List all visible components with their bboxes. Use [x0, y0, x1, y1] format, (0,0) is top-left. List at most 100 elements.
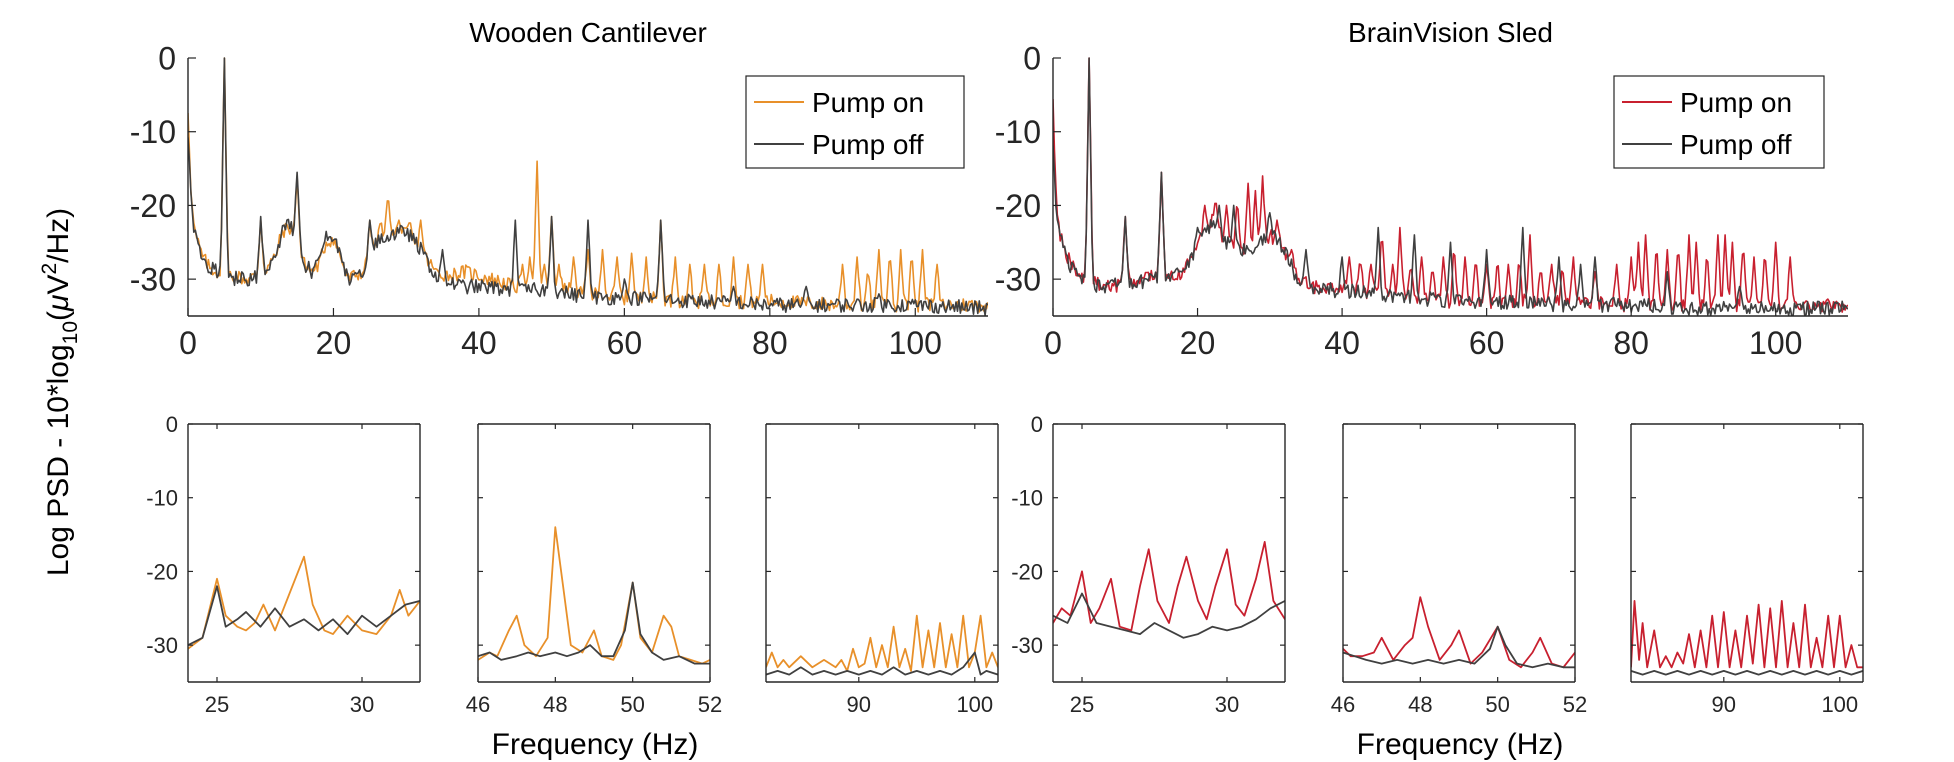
ylabel-open-paren: (: [42, 311, 75, 321]
x-tick-label: 0: [1044, 325, 1062, 361]
y-tick-label: -20: [1011, 559, 1043, 584]
x-tick-label: 52: [698, 692, 722, 717]
y-tick-label: 0: [1023, 41, 1041, 77]
ylabel-mu: μ: [42, 295, 75, 312]
series-line-pump-off: [1631, 670, 1863, 676]
series-group: [766, 614, 998, 676]
legend: Pump on Pump off: [745, 75, 965, 169]
legend: Pump on Pump off: [1613, 75, 1825, 169]
x-tick-label: 60: [1469, 325, 1505, 361]
legend-label: Pump on: [1680, 87, 1792, 118]
plot-area: [766, 424, 998, 682]
x-tick-label: 80: [752, 325, 788, 361]
y-tick-label: -30: [146, 633, 178, 658]
x-tick-label: 50: [1485, 692, 1509, 717]
series-line-pump-off: [1053, 592, 1285, 639]
y-tick-label: -10: [995, 114, 1041, 150]
ylabel-close: /Hz): [42, 208, 75, 263]
plot-area: [1631, 424, 1863, 682]
ylabel-main: Log PSD - 10*log: [42, 344, 75, 576]
y-tick-label: -30: [1011, 633, 1043, 658]
series-line-pump-on: [1631, 600, 1863, 669]
plot-area: [188, 424, 420, 682]
x-tick-label: 60: [607, 325, 643, 361]
y-tick-label: -20: [130, 188, 176, 224]
legend-label: Pump off: [812, 129, 924, 160]
x-tick-label: 48: [543, 692, 567, 717]
x-tick-label: 100: [1821, 692, 1858, 717]
series-group: [1343, 596, 1575, 669]
left-xlabel: Frequency (Hz): [492, 728, 699, 761]
legend-label: Pump off: [1680, 129, 1792, 160]
chart-panel-zoom-left-1: 0 -10 -20 -30 25 30: [146, 412, 421, 717]
series-line-pump-off: [188, 585, 420, 646]
series-line-pump-off: [188, 57, 988, 316]
x-tick-label: 50: [620, 692, 644, 717]
chart-panel-zoom-left-3: 90 100: [765, 423, 999, 717]
chart-panel-zoom-right-3: 90 100: [1630, 423, 1864, 717]
y-tick-label: -30: [995, 262, 1041, 298]
y-tick-label: -20: [995, 188, 1041, 224]
legend-box: [1613, 75, 1825, 169]
ylabel-unit: V: [42, 275, 75, 295]
x-tick-label: 100: [889, 325, 942, 361]
chart-panel-zoom-right-1: 0 -10 -20 -30 25 30: [1011, 412, 1286, 717]
ylabel-subscript: 10: [59, 321, 82, 344]
y-tick-label: -10: [1011, 486, 1043, 511]
plot-area: [478, 424, 710, 682]
x-tick-label: 40: [1324, 325, 1360, 361]
series-line-pump-off: [478, 581, 710, 665]
series-line-pump-on: [1053, 541, 1285, 632]
ylabel-superscript: 2: [38, 263, 61, 275]
x-tick-label: 46: [466, 692, 490, 717]
series-group: [1053, 541, 1285, 639]
series-line-pump-on: [1053, 57, 1848, 314]
x-tick-label: 30: [1215, 692, 1239, 717]
chart-panel-zoom-right-2: 46 48 50 52: [1331, 423, 1587, 717]
x-tick-label: 100: [1749, 325, 1802, 361]
series-group: [478, 526, 710, 665]
y-tick-label: -10: [146, 486, 178, 511]
x-tick-label: 48: [1408, 692, 1432, 717]
figure-ylabel: Log PSD - 10*log10(μV2/Hz): [38, 208, 82, 576]
series-line-pump-off: [1343, 625, 1575, 669]
x-tick-label: 20: [316, 325, 352, 361]
x-tick-label: 52: [1563, 692, 1587, 717]
series-line-pump-on: [1343, 596, 1575, 669]
chart-title: BrainVision Sled: [1348, 17, 1553, 48]
series-group: [188, 57, 988, 316]
y-tick-label: -30: [130, 262, 176, 298]
x-tick-label: 90: [847, 692, 871, 717]
series-line-pump-on: [766, 614, 998, 672]
chart-panel-zoom-left-2: 46 48 50 52: [466, 423, 722, 717]
series-line-pump-on: [188, 555, 420, 650]
y-tick-label: 0: [166, 412, 178, 437]
x-tick-label: 90: [1712, 692, 1736, 717]
x-tick-label: 20: [1180, 325, 1216, 361]
x-tick-label: 40: [461, 325, 497, 361]
series-line-pump-off: [1053, 57, 1848, 316]
y-tick-label: -10: [130, 114, 176, 150]
y-tick-label: 0: [1031, 412, 1043, 437]
x-tick-label: 46: [1331, 692, 1355, 717]
series-group: [1053, 57, 1848, 316]
x-tick-label: 30: [350, 692, 374, 717]
series-group: [1631, 600, 1863, 676]
x-tick-label: 80: [1613, 325, 1649, 361]
x-tick-label: 100: [956, 692, 993, 717]
series-line-pump-on: [478, 526, 710, 665]
plot-area: [1053, 424, 1285, 682]
legend-label: Pump on: [812, 87, 924, 118]
series-group: [188, 555, 420, 650]
y-tick-label: -20: [146, 559, 178, 584]
x-tick-label: 25: [1070, 692, 1094, 717]
y-tick-label: 0: [158, 41, 176, 77]
x-tick-label: 0: [179, 325, 197, 361]
legend-box: [745, 75, 965, 169]
series-line-pump-off: [766, 651, 998, 676]
right-xlabel: Frequency (Hz): [1357, 728, 1564, 761]
